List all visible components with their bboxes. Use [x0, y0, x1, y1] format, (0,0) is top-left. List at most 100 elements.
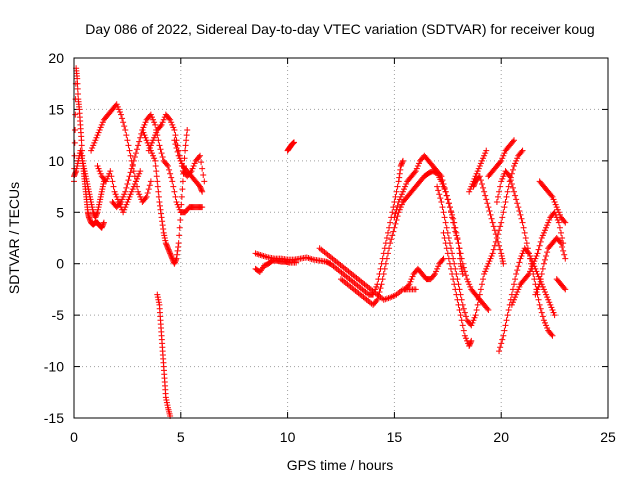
data-point [554, 217, 561, 223]
data-point [505, 172, 512, 178]
data-point [512, 276, 519, 283]
data-point [509, 166, 516, 173]
data-point [499, 258, 506, 265]
data-point [536, 242, 543, 249]
data-point [148, 114, 155, 121]
data-point [473, 170, 480, 177]
series-arc-21 [470, 173, 507, 267]
data-point [484, 305, 491, 312]
data-point [409, 273, 416, 280]
data-point [98, 224, 105, 231]
data-point [485, 204, 492, 211]
data-point [163, 241, 170, 248]
data-point [289, 140, 296, 147]
data-point [380, 271, 387, 277]
data-point [97, 170, 104, 177]
y-tick-label: 5 [56, 204, 64, 220]
x-tick-label: 5 [177, 429, 185, 445]
data-point [150, 116, 157, 123]
data-point [497, 246, 504, 253]
data-point [135, 142, 142, 149]
data-point [173, 145, 180, 151]
data-point [142, 119, 149, 126]
data-point [393, 206, 400, 213]
data-point [518, 148, 525, 155]
data-point [499, 214, 506, 221]
data-point [517, 211, 524, 218]
data-point [136, 191, 143, 198]
data-point [90, 142, 97, 149]
data-point [480, 276, 487, 283]
data-point [500, 173, 507, 180]
data-point [527, 253, 534, 259]
data-point [116, 200, 123, 207]
data-point [533, 268, 540, 275]
data-point [459, 268, 466, 275]
data-point [197, 152, 204, 159]
data-point [544, 249, 551, 256]
data-point [546, 217, 553, 223]
data-point [471, 314, 478, 321]
data-point [397, 166, 404, 173]
data-point [171, 127, 178, 133]
data-point [467, 340, 474, 347]
data-point [435, 187, 442, 194]
data-point [443, 245, 450, 252]
data-point [466, 281, 473, 288]
data-point [488, 215, 495, 222]
data-point [412, 286, 419, 293]
data-point [405, 282, 412, 289]
data-point [173, 255, 180, 262]
data-point [499, 255, 506, 262]
data-point [435, 263, 442, 270]
data-point [99, 119, 106, 126]
data-point [462, 272, 469, 279]
data-point [433, 268, 440, 275]
data-point [396, 170, 403, 177]
data-point [88, 199, 95, 205]
data-point [501, 204, 508, 211]
data-point [466, 341, 473, 348]
y-tick-label: 0 [56, 256, 64, 272]
data-point [439, 204, 446, 211]
data-point [387, 219, 394, 226]
data-point [99, 222, 106, 229]
data-point [548, 304, 555, 311]
data-point [480, 155, 487, 162]
data-point [94, 209, 101, 216]
data-point [383, 235, 390, 241]
data-point [198, 187, 205, 194]
data-point [124, 181, 131, 187]
data-point [168, 254, 175, 261]
data-point [561, 251, 568, 258]
data-point [140, 124, 147, 131]
data-point [496, 348, 503, 355]
data-point [515, 263, 522, 270]
data-point [482, 268, 489, 275]
data-point [396, 196, 403, 203]
data-point [446, 260, 453, 267]
data-point [512, 294, 519, 301]
data-point [476, 291, 483, 298]
series-arc-26 [532, 235, 569, 298]
data-point [109, 178, 116, 185]
data-point [125, 177, 132, 184]
data-point [562, 286, 569, 293]
data-point [525, 250, 532, 257]
data-point [85, 214, 92, 221]
data-point [511, 296, 518, 303]
data-point [121, 123, 128, 130]
data-point [524, 249, 531, 256]
data-point [81, 168, 88, 175]
data-point [177, 209, 184, 216]
data-point [178, 160, 185, 167]
data-point [160, 116, 167, 123]
data-point [501, 150, 508, 157]
data-point [165, 246, 172, 253]
data-point [184, 127, 191, 133]
data-point [458, 317, 465, 324]
series-arc-28 [553, 276, 569, 293]
data-point [453, 291, 460, 298]
data-point [85, 188, 92, 195]
series-arc-6 [145, 111, 208, 185]
